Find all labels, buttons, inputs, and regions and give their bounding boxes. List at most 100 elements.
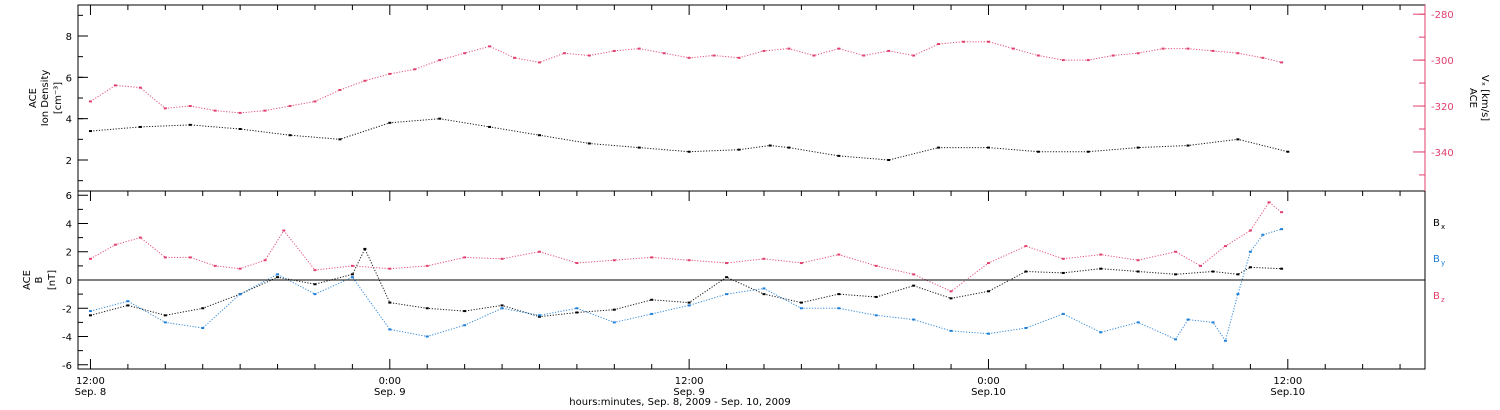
bx-point	[500, 304, 504, 307]
by-point	[837, 307, 841, 310]
bx-point	[126, 304, 130, 307]
bx-point	[1061, 271, 1065, 274]
by-point	[1248, 250, 1252, 253]
ion-density-point	[388, 121, 392, 124]
by-trace	[90, 228, 1282, 342]
time-tick-label-time: 12:00	[675, 376, 704, 387]
bx-series	[88, 247, 1284, 318]
b-tick-label: -4	[62, 333, 72, 344]
bz-point	[1174, 250, 1178, 253]
vx-tick-label: -280	[1431, 10, 1454, 21]
vx-ylabel-line2: Vₓ [km/s]	[1479, 75, 1490, 121]
vx-series	[88, 40, 1284, 114]
ion-density-point	[488, 125, 492, 128]
bx-point	[650, 298, 654, 301]
by-point	[163, 321, 167, 324]
bz-point	[188, 256, 192, 259]
b-ylabel-line3: [nT]	[47, 270, 58, 290]
bz-point	[762, 257, 766, 260]
ion-density-point	[937, 146, 941, 149]
ion-density-point	[138, 125, 142, 128]
vx-point	[862, 54, 866, 57]
bz-point	[650, 256, 654, 259]
vx-point	[687, 56, 691, 59]
bz-point	[537, 250, 541, 253]
by-point	[88, 310, 92, 313]
by-point	[463, 324, 467, 327]
bx-point	[912, 284, 916, 287]
by-point	[1061, 312, 1065, 315]
bz-point	[799, 262, 803, 265]
ion-density-point	[587, 142, 591, 145]
density-tick-label: 8	[66, 32, 72, 43]
legend-bz: B z	[1433, 291, 1445, 304]
ion-density-point	[338, 138, 342, 141]
ion-density-point	[238, 128, 242, 130]
vx-point	[288, 105, 292, 108]
vx-trace	[90, 41, 1282, 114]
by-point	[1211, 321, 1215, 324]
bx-point	[1280, 267, 1284, 270]
bz-point	[500, 257, 504, 260]
bz-point	[1280, 211, 1284, 214]
ion-density-point	[537, 134, 541, 137]
vx-point	[812, 54, 816, 57]
bx-point	[1211, 270, 1215, 273]
by-point	[537, 314, 541, 317]
bz-point	[687, 259, 691, 262]
vx-tick-label: -300	[1431, 56, 1454, 67]
density-tick-label: 6	[66, 73, 72, 84]
by-point	[313, 293, 317, 296]
vx-point	[737, 56, 741, 59]
vx-point	[1280, 61, 1284, 64]
vx-point	[612, 49, 616, 52]
bz-point	[350, 264, 354, 267]
by-point	[1223, 339, 1227, 342]
b-tick-label: 0	[66, 276, 72, 287]
vx-point	[488, 45, 492, 48]
b-tick-label: 6	[66, 191, 72, 202]
bx-point	[276, 276, 280, 279]
legend-bz-name: B	[1433, 291, 1440, 302]
legend-bx: B x	[1433, 218, 1445, 231]
legend-bx-sub: x	[1441, 223, 1445, 231]
density-ylabel-line3: [cm⁻³]	[53, 82, 64, 114]
by-point	[1024, 327, 1028, 330]
bz-point	[1061, 257, 1065, 260]
vx-point	[962, 40, 966, 43]
by-point	[986, 332, 990, 335]
by-point	[912, 318, 916, 321]
bx-point	[874, 295, 878, 298]
b-tick-label: -6	[62, 361, 72, 372]
ion-density-point	[768, 144, 772, 147]
bz-point	[138, 236, 142, 239]
vx-point	[662, 52, 666, 55]
bx-point	[537, 315, 541, 318]
ion-density-point	[1186, 144, 1190, 147]
bz-point	[912, 273, 916, 276]
bz-point	[1199, 264, 1202, 267]
vx-point	[1186, 47, 1190, 50]
bx-point	[1236, 273, 1240, 276]
density-tick-label: 4	[66, 115, 72, 126]
bz-point	[313, 269, 317, 272]
ion-density-point	[637, 146, 641, 149]
by-point	[388, 328, 392, 331]
bz-point	[949, 290, 953, 293]
legend-bz-sub: z	[1441, 296, 1445, 304]
bz-point	[575, 262, 579, 265]
bx-point	[350, 273, 354, 276]
bz-point	[1099, 253, 1103, 256]
bz-point	[213, 264, 217, 267]
bz-point	[263, 259, 267, 262]
vx-point	[263, 109, 267, 112]
ion-density-point	[1086, 150, 1090, 153]
vx-point	[1011, 47, 1015, 50]
time-tick-label-date: Sep. 9	[374, 387, 406, 398]
by-point	[425, 335, 429, 338]
time-tick-label-date: Sep.10	[971, 387, 1006, 398]
bx-point	[1024, 270, 1028, 273]
vx-point	[363, 79, 367, 82]
time-tick-label-time: 12:00	[76, 376, 105, 387]
